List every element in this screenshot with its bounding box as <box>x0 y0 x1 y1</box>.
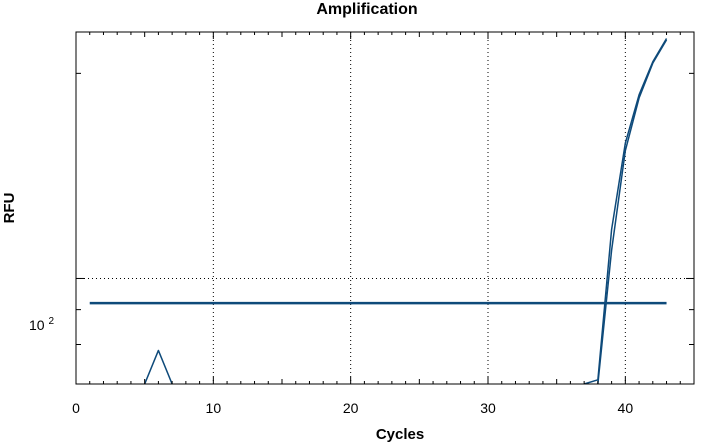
x-tick-label-40: 40 <box>618 400 634 416</box>
y-axis-label: RFU <box>1 193 18 224</box>
series-lines <box>89 38 668 384</box>
x-tick-label-10: 10 <box>206 400 222 416</box>
plot-frame <box>75 31 695 385</box>
x-tick-label-20: 20 <box>343 400 359 416</box>
chart-title: Amplification <box>316 1 417 18</box>
series-line-1 <box>143 349 173 384</box>
y-tick-label-100: 10 2 <box>29 316 54 333</box>
x-tick-label-30: 30 <box>480 400 496 416</box>
axis-ticks: 0 10 20 30 40 <box>72 32 695 416</box>
x-tick-label-0: 0 <box>72 400 80 416</box>
series-line-3 <box>597 39 668 384</box>
grid-lines <box>76 32 694 384</box>
x-axis-label: Cycles <box>376 426 424 443</box>
y-tick-exponent: 2 <box>48 316 54 327</box>
y-tick-base: 10 <box>29 317 45 333</box>
